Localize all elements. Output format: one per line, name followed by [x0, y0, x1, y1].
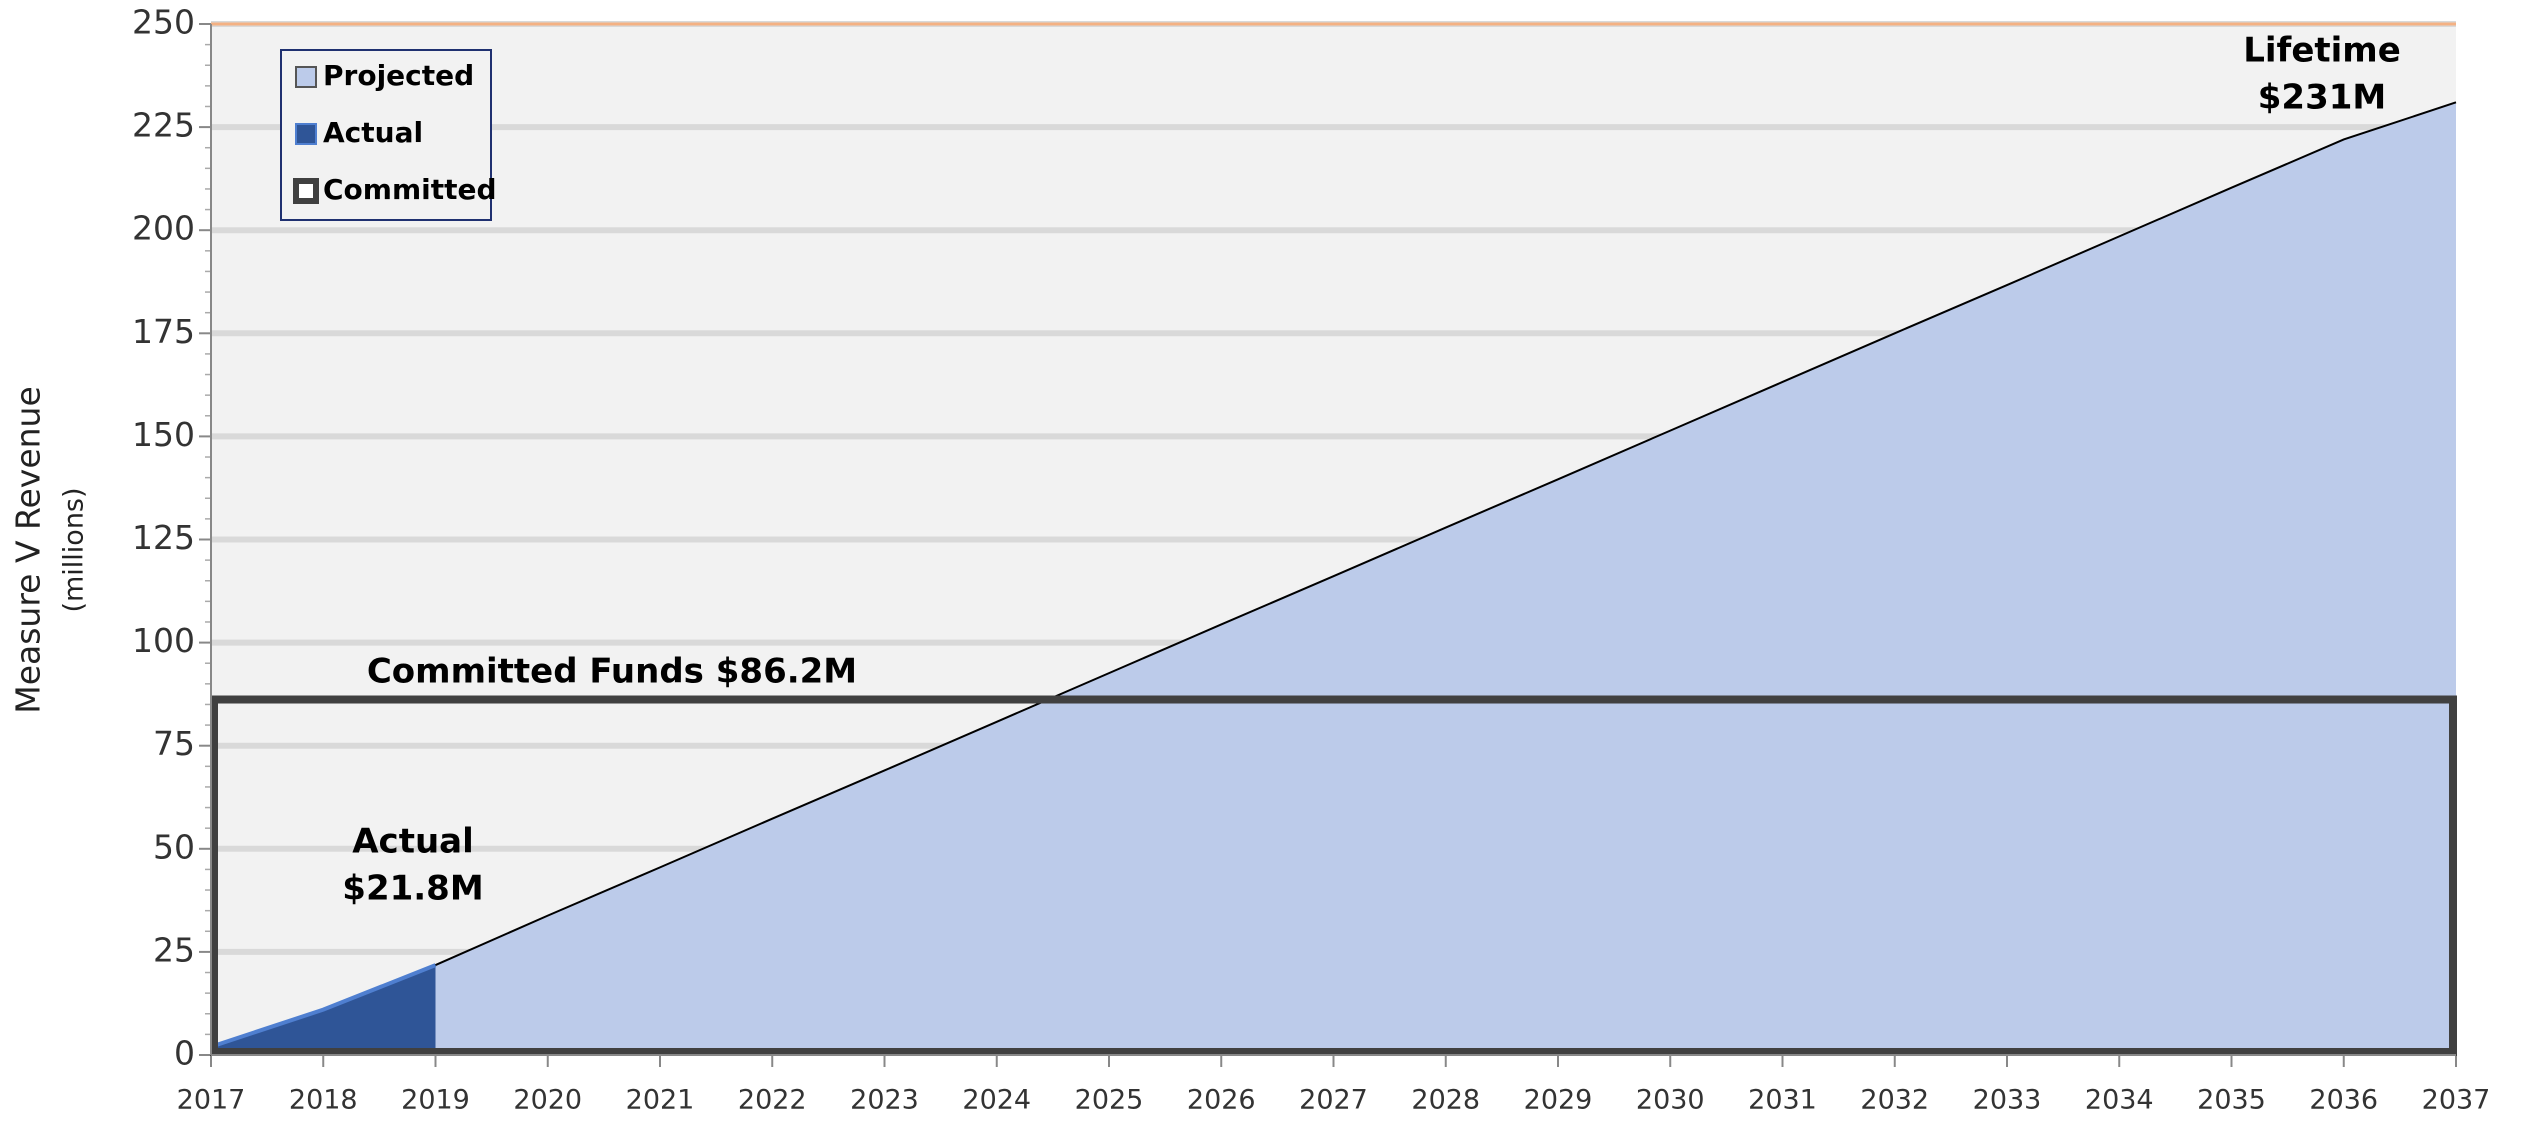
x-tick-label: 2025 [1075, 1085, 1144, 1116]
x-tick-label: 2026 [1187, 1085, 1256, 1116]
y-tick-label: 25 [153, 930, 195, 969]
committed-box [210, 695, 2457, 1057]
x-tick-label: 2020 [513, 1085, 582, 1116]
annotation: Committed Funds $86.2M [367, 652, 857, 692]
y-tick-label: 100 [132, 621, 195, 660]
x-tick-label: 2031 [1748, 1085, 1817, 1116]
x-tick-label: 2028 [1411, 1085, 1480, 1116]
x-tick-label: 2035 [2197, 1085, 2266, 1116]
y-axis-sublabel: (millions) [59, 487, 90, 612]
y-tick-label: 150 [132, 415, 195, 454]
x-tick-label: 2019 [401, 1085, 470, 1116]
x-tick-label: 2021 [626, 1085, 695, 1116]
x-tick-label: 2036 [2309, 1085, 2378, 1116]
y-axis-label: Measure V Revenue [9, 386, 48, 714]
x-tick-label: 2033 [1973, 1085, 2042, 1116]
x-tick-label: 2029 [1524, 1085, 1593, 1116]
y-tick-label: 75 [153, 724, 195, 763]
area-line [210, 963, 437, 1049]
x-tick-label: 2022 [738, 1085, 807, 1116]
annotation: Actual [352, 822, 474, 862]
y-tick-label: 250 [132, 3, 195, 42]
x-tick-label: 2034 [2085, 1085, 2154, 1116]
x-tick-label: 2030 [1636, 1085, 1705, 1116]
y-tick-label: 175 [132, 312, 195, 351]
x-tick-label: 2032 [1860, 1085, 1929, 1116]
x-tick-label: 2037 [2422, 1085, 2491, 1116]
y-tick-label: 200 [132, 209, 195, 248]
y-tick-label: 50 [153, 827, 195, 866]
legend-label: Committed [323, 173, 497, 206]
annotation: $231M [2258, 78, 2386, 118]
x-tick-label: 2027 [1299, 1085, 1368, 1116]
legend-label: Actual [323, 116, 423, 149]
y-tick-label: 0 [174, 1034, 195, 1073]
x-tick-label: 2023 [850, 1085, 919, 1116]
legend-label: Projected [323, 59, 474, 92]
legend-swatch [295, 123, 317, 145]
x-tick-label: 2024 [962, 1085, 1031, 1116]
legend-swatch [293, 178, 319, 204]
y-tick-label: 225 [132, 106, 195, 145]
annotation: $21.8M [342, 869, 483, 909]
area [211, 102, 2456, 1055]
area-line [210, 101, 2457, 1048]
x-tick-label: 2018 [289, 1085, 358, 1116]
legend-swatch [295, 66, 317, 88]
annotation: Lifetime [2243, 31, 2401, 71]
x-tick-label: 2017 [177, 1085, 246, 1116]
y-tick-label: 125 [132, 518, 195, 557]
